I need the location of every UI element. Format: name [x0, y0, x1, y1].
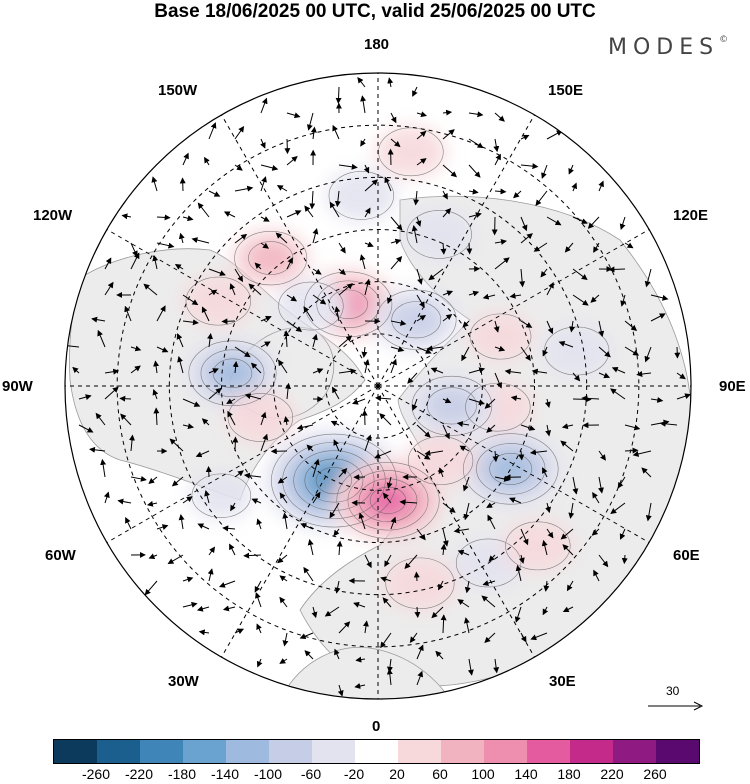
colorbar-ticks: -260 -220 -180 -140 -100 -60 -20 20 60 100 140 180 2… [0, 766, 750, 784]
anomaly-blob [488, 452, 534, 486]
label-lon-60w: 60W [45, 547, 76, 565]
label-lon-90w: 90W [2, 378, 33, 396]
colorbar-swatch [140, 740, 183, 763]
anomaly-blob [183, 275, 254, 327]
colorbar-swatch [183, 740, 226, 763]
colorbar-tick-label: -140 [211, 766, 239, 782]
label-lon-30w: 30W [168, 673, 199, 691]
label-lon-150e: 150E [548, 82, 583, 100]
colorbar-tick-label: -100 [254, 766, 282, 782]
colorbar-swatch [527, 740, 570, 763]
colorbar-tick-label: 140 [514, 766, 537, 782]
anomaly-blob [502, 520, 573, 572]
colorbar-tick-label: 220 [600, 766, 623, 782]
colorbar-swatch [355, 740, 398, 763]
colorbar-swatch [312, 740, 355, 763]
label-lon-60e: 60E [673, 547, 700, 565]
colorbar-tick-label: -180 [168, 766, 196, 782]
colorbar-tick-label: 60 [432, 766, 448, 782]
wind-arrow [416, 573, 417, 581]
anomaly-blob [404, 208, 475, 260]
wind-arrow [338, 87, 339, 103]
anomaly-blob [425, 386, 479, 426]
colorbar-tick-label: 100 [471, 766, 494, 782]
wind-arrow [469, 243, 470, 253]
colorbar [53, 739, 700, 764]
wind-arrow [120, 398, 131, 399]
anomaly-blob [189, 472, 253, 520]
label-lon-180: 180 [364, 36, 389, 54]
colorbar-tick-label: -260 [82, 766, 110, 782]
colorbar-tick-label: -20 [344, 766, 364, 782]
colorbar-swatch [226, 740, 269, 763]
colorbar-tick-label: 20 [389, 766, 405, 782]
wind-arrow [573, 399, 591, 400]
label-lon-30e: 30E [549, 673, 576, 691]
label-lon-120e: 120E [673, 207, 708, 225]
anomaly-blob [375, 126, 446, 178]
label-lon-120w: 120W [33, 207, 72, 225]
colorbar-swatch [570, 740, 613, 763]
colorbar-tick-label: -220 [125, 766, 153, 782]
colorbar-swatch [54, 740, 97, 763]
vector-scale-arrow [646, 696, 706, 732]
anomaly-blob [389, 300, 443, 340]
colorbar-swatch [484, 740, 527, 763]
anomaly-blob [211, 358, 254, 389]
wind-arrow [609, 269, 625, 270]
colorbar-swatch [613, 740, 656, 763]
colorbar-tick-label: -60 [301, 766, 321, 782]
colorbar-swatch [97, 740, 140, 763]
wind-arrow [624, 555, 625, 563]
colorbar-swatch [269, 740, 312, 763]
colorbar-swatch [656, 740, 699, 763]
colorbar-swatch [441, 740, 484, 763]
label-lon-150w: 150W [158, 82, 197, 100]
colorbar-tick-label: 180 [557, 766, 580, 782]
colorbar-tick-label: 260 [643, 766, 666, 782]
label-lon-90e: 90E [719, 378, 746, 396]
anomaly-blob [467, 312, 534, 361]
label-lon-0: 0 [372, 718, 380, 736]
colorbar-swatch [398, 740, 441, 763]
